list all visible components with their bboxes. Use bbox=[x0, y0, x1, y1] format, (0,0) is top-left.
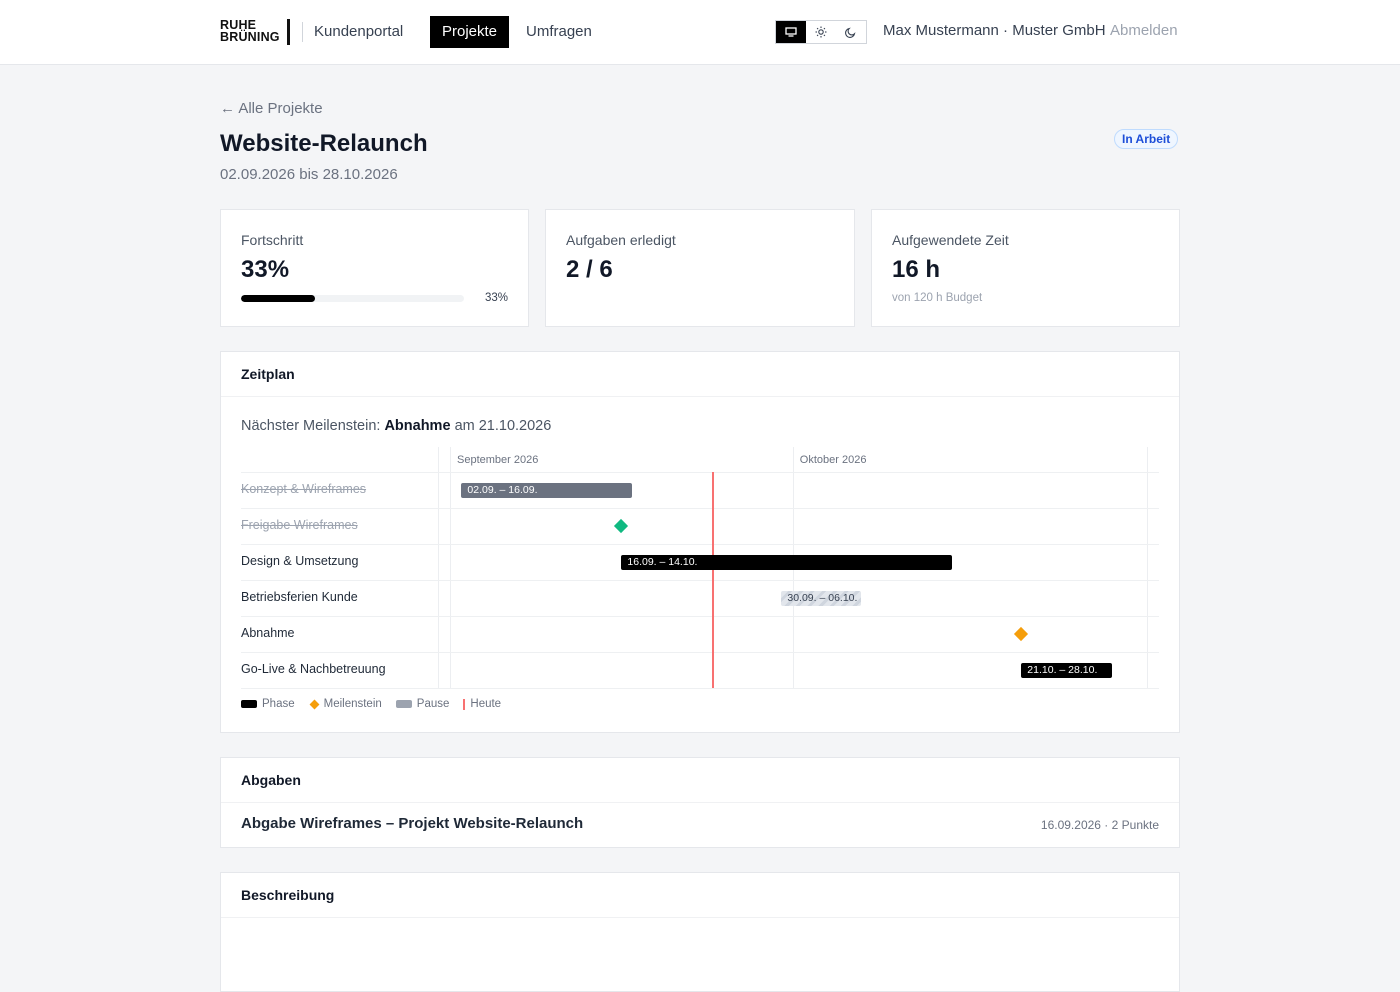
logout-link[interactable]: Abmelden bbox=[1110, 22, 1178, 39]
gantt-row-line bbox=[241, 544, 1159, 545]
legend-pause: Pause bbox=[395, 698, 450, 710]
next-milestone-prefix: Nächster Meilenstein: bbox=[241, 418, 381, 434]
time-value: 16 h bbox=[892, 256, 941, 283]
deliverable-item-meta: 16.09.2026 · 2 Punkte bbox=[1040, 818, 1159, 832]
gantt-bar-phase: 21.10. – 28.10. bbox=[1021, 662, 1113, 678]
gantt-milestone-diamond bbox=[614, 518, 629, 534]
status-badge: In Arbeit bbox=[1114, 129, 1179, 149]
progress-bar bbox=[241, 295, 464, 302]
monitor-icon[interactable] bbox=[776, 21, 806, 43]
gantt-month-label: Oktober 2026 bbox=[799, 454, 867, 466]
legend-milestone: Meilenstein bbox=[309, 698, 382, 710]
progress-card: Fortschritt 33% 33% bbox=[220, 209, 529, 327]
schedule-title: Zeitplan bbox=[221, 352, 1179, 397]
deliverables-panel: Abgaben Abgabe Wireframes – Projekt Webs… bbox=[220, 757, 1180, 848]
legend-today-label: Heute bbox=[470, 698, 502, 710]
legend-today: Heute bbox=[463, 698, 501, 710]
progress-label: Fortschritt bbox=[241, 232, 304, 248]
project-date-range: 02.09.2026 bis 28.10.2026 bbox=[220, 166, 398, 183]
logo-line-1: RUHE bbox=[220, 18, 257, 32]
sun-icon[interactable] bbox=[806, 21, 836, 43]
moon-icon[interactable] bbox=[836, 21, 866, 43]
back-to-projects-link[interactable]: ← Alle Projekte bbox=[220, 100, 323, 117]
gantt-row-label: Konzept & Wireframes bbox=[241, 482, 367, 496]
page-title: Website-Relaunch bbox=[220, 130, 428, 157]
tasks-value: 2 / 6 bbox=[566, 256, 613, 283]
gantt-label-divider bbox=[438, 447, 439, 688]
gantt-month-line bbox=[450, 447, 451, 688]
nav-item-umfragen[interactable]: Umfragen bbox=[526, 23, 592, 40]
nav-item-projekte[interactable]: Projekte bbox=[430, 16, 510, 48]
time-label: Aufgewendete Zeit bbox=[892, 232, 1009, 248]
progress-value: 33% bbox=[241, 256, 290, 283]
tasks-card: Aufgaben erledigt 2 / 6 bbox=[545, 209, 855, 327]
gantt-header-line bbox=[241, 472, 1159, 473]
gantt-milestone-diamond bbox=[1014, 626, 1029, 642]
gantt-row-label: Design & Umsetzung bbox=[241, 554, 359, 568]
deliverables-title: Abgaben bbox=[221, 758, 1179, 803]
progress-bar-fill bbox=[241, 295, 315, 302]
next-milestone-name: Abnahme bbox=[384, 418, 451, 434]
gantt-bar-phase: 16.09. – 14.10. bbox=[621, 554, 953, 570]
gantt-bar-pause: 30.09. – 06.10. bbox=[781, 590, 861, 606]
nav-item-kundenportal[interactable]: Kundenportal bbox=[314, 23, 404, 40]
description-title: Beschreibung bbox=[221, 873, 1179, 918]
deliverable-item-title[interactable]: Abgabe Wireframes – Projekt Website-Rela… bbox=[241, 815, 584, 832]
schedule-panel: Zeitplan Nächster Meilenstein: Abnahme a… bbox=[220, 351, 1180, 733]
gantt-row-line bbox=[241, 580, 1159, 581]
gantt-month-label: September 2026 bbox=[457, 454, 539, 466]
nav-divider bbox=[302, 22, 303, 42]
gantt-row-line bbox=[241, 508, 1159, 509]
gantt-chart: September 2026 Oktober 2026 Konzept & Wire… bbox=[241, 447, 1159, 710]
gantt-month-line bbox=[1147, 447, 1148, 688]
gantt-row-line bbox=[241, 616, 1159, 617]
legend-today-swatch bbox=[463, 698, 466, 710]
legend-pause-label: Pause bbox=[416, 698, 450, 710]
time-card: Aufgewendete Zeit 16 h von 120 h Budget bbox=[871, 209, 1180, 327]
gantt-row-label: Abnahme bbox=[241, 626, 295, 640]
legend-phase: Phase bbox=[241, 698, 295, 710]
next-milestone-date: am 21.10.2026 bbox=[454, 418, 552, 434]
gantt-row-label: Freigabe Wireframes bbox=[241, 518, 358, 532]
gantt-today-line bbox=[711, 472, 714, 688]
company-logo[interactable]: RUHE BRÜNING bbox=[220, 18, 280, 44]
legend-milestone-label: Meilenstein bbox=[323, 698, 382, 710]
legend-pause-swatch bbox=[395, 700, 412, 708]
time-budget: von 120 h Budget bbox=[892, 292, 983, 304]
tasks-label: Aufgaben erledigt bbox=[566, 232, 676, 248]
legend-phase-swatch bbox=[241, 700, 257, 708]
gantt-row-line bbox=[241, 652, 1159, 653]
next-milestone: Nächster Meilenstein: Abnahme am 21.10.2… bbox=[241, 418, 551, 434]
logo-divider bbox=[287, 19, 290, 45]
user-account-label: Max Mustermann · Muster GmbH bbox=[883, 22, 1106, 39]
progress-percent: 33% bbox=[484, 292, 508, 304]
description-panel: Beschreibung bbox=[220, 872, 1180, 992]
top-navigation-bar: RUHE BRÜNING Kundenportal Projekte Umfra… bbox=[0, 0, 1400, 65]
legend-milestone-swatch bbox=[309, 699, 320, 709]
theme-switcher bbox=[775, 20, 867, 44]
logo-line-2: BRÜNING bbox=[220, 30, 280, 44]
gantt-bar-phase: 02.09. – 16.09. bbox=[461, 482, 633, 498]
gantt-legend: Phase Meilenstein Pause Heute bbox=[241, 697, 515, 711]
gantt-row-line bbox=[241, 688, 1159, 689]
gantt-row-label: Betriebsferien Kunde bbox=[241, 590, 358, 604]
gantt-row-label: Go-Live & Nachbetreuung bbox=[241, 662, 386, 676]
legend-phase-label: Phase bbox=[262, 698, 295, 710]
